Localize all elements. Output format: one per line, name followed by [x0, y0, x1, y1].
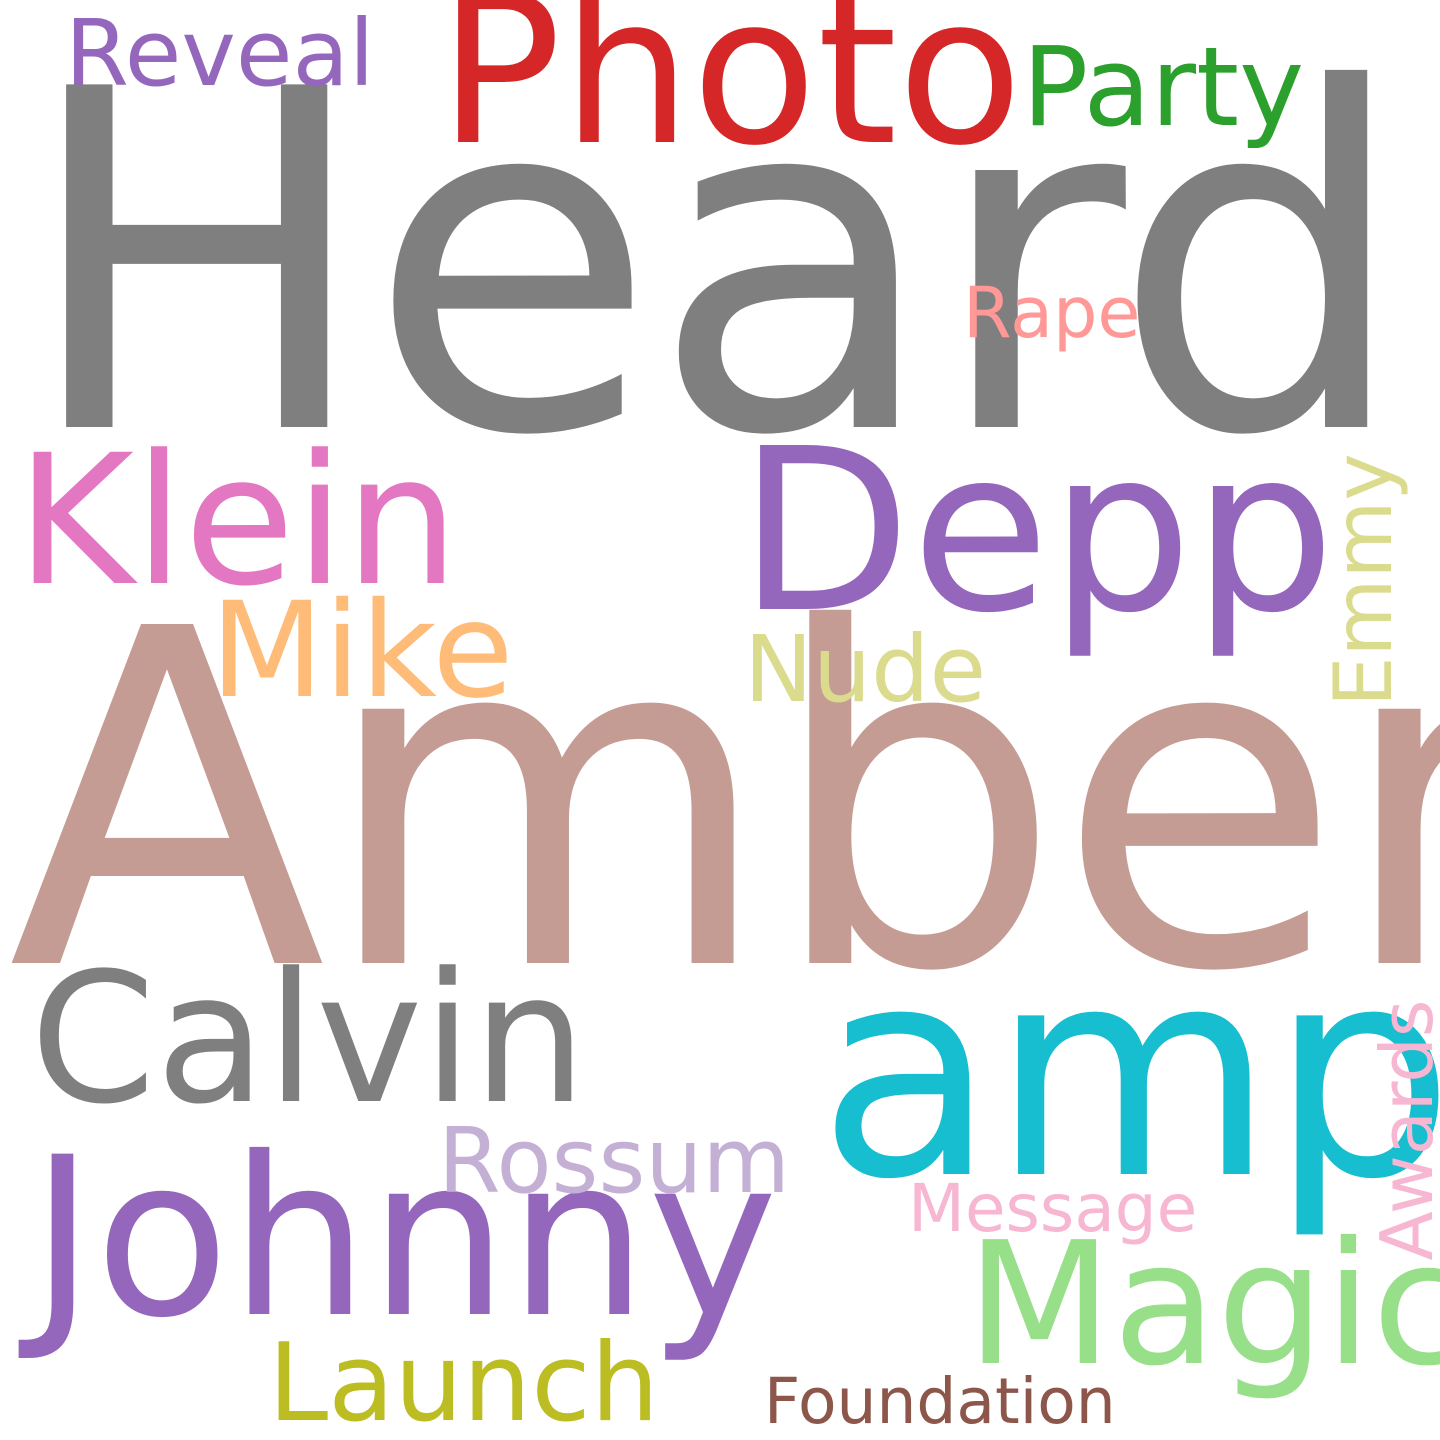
word-amp: amp: [818, 906, 1440, 1243]
word-depp: Depp: [738, 401, 1336, 663]
word-johnny: Johnny: [30, 1110, 778, 1366]
word-magic: Magic: [966, 1206, 1440, 1404]
word-mike: Mike: [210, 574, 514, 728]
word-launch: Launch: [268, 1321, 660, 1440]
word-amber: Amber: [8, 531, 1440, 1073]
word-reveal: Reveal: [65, 0, 375, 107]
word-rossum: Rossum: [438, 1109, 791, 1214]
word-photo: Photo: [438, 0, 1023, 191]
word-rape: Rape: [963, 272, 1141, 354]
word-nude: Nude: [744, 616, 987, 723]
word-klein: Klein: [16, 417, 459, 626]
word-message: Message: [908, 1170, 1198, 1247]
word-calvin: Calvin: [30, 935, 587, 1144]
word-foundation: Foundation: [764, 1365, 1116, 1438]
word-awards: Awards: [1365, 999, 1440, 1261]
word-heard: Heard: [20, 0, 1410, 538]
word-party: Party: [1022, 23, 1305, 151]
word-emmy: Emmy: [1317, 453, 1410, 707]
